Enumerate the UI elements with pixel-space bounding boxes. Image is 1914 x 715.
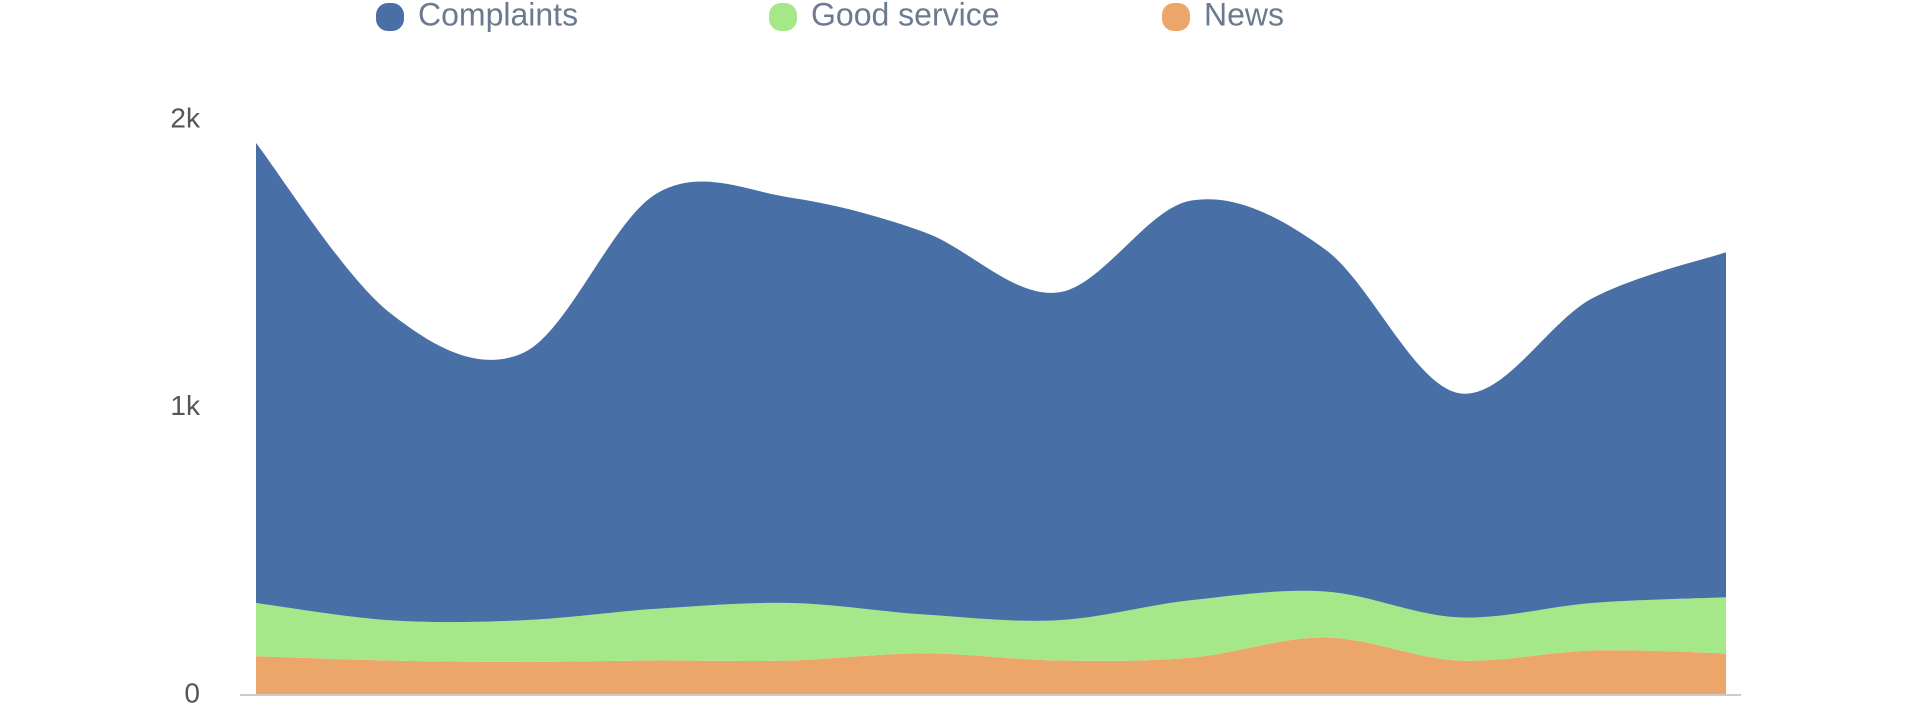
area — [256, 143, 1726, 623]
legend-label: News — [1204, 0, 1284, 32]
area — [256, 637, 1726, 695]
y-tick-label: 0 — [184, 677, 200, 708]
legend-label: Complaints — [418, 0, 578, 32]
area — [256, 590, 1726, 662]
y-tick-label: 2k — [170, 102, 201, 133]
legend-label: Good service — [811, 0, 1000, 32]
legend-swatch — [769, 3, 797, 31]
legend-swatch — [1162, 3, 1190, 31]
y-tick-label: 1k — [170, 390, 201, 421]
legend-swatch — [376, 3, 404, 31]
